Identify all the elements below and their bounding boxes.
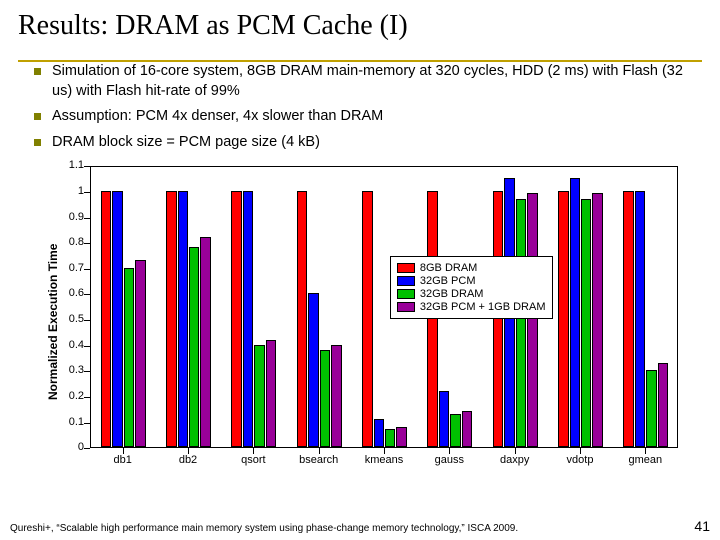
x-tick-label: kmeans [365, 454, 404, 466]
legend-swatch [397, 276, 415, 286]
y-tick-label: 0.2 [56, 390, 84, 402]
list-item: Simulation of 16-core system, 8GB DRAM m… [52, 62, 694, 101]
legend: 8GB DRAM32GB PCM32GB DRAM32GB PCM + 1GB … [390, 256, 553, 319]
y-tick [84, 218, 90, 219]
bar [385, 429, 395, 447]
bar [374, 419, 384, 447]
bar [331, 345, 341, 448]
bar [396, 427, 406, 448]
legend-label: 32GB DRAM [420, 288, 484, 300]
x-tick-label: db1 [113, 454, 131, 466]
y-tick-label: 0 [56, 441, 84, 453]
bar [297, 191, 307, 447]
x-tick-label: qsort [241, 454, 265, 466]
legend-label: 32GB PCM [420, 275, 476, 287]
y-tick-label: 0.8 [56, 236, 84, 248]
bar [570, 178, 580, 447]
page-number: 41 [694, 518, 710, 534]
y-tick-label: 1 [56, 185, 84, 197]
bar [124, 268, 134, 447]
bar [527, 193, 537, 447]
y-tick-label: 1.1 [56, 159, 84, 171]
legend-item: 8GB DRAM [397, 262, 546, 274]
bar-chart: Normalized Execution Time00.10.20.30.40.… [32, 160, 688, 472]
bar [254, 345, 264, 448]
bar [266, 340, 276, 448]
y-tick [84, 269, 90, 270]
bar [635, 191, 645, 447]
bar [362, 191, 372, 447]
bar [581, 199, 591, 448]
y-tick [84, 423, 90, 424]
bar [308, 293, 318, 447]
y-tick [84, 243, 90, 244]
y-tick [84, 371, 90, 372]
y-tick-label: 0.3 [56, 364, 84, 376]
y-tick-label: 0.9 [56, 211, 84, 223]
y-tick-label: 0.1 [56, 416, 84, 428]
legend-swatch [397, 302, 415, 312]
list-item: Assumption: PCM 4x denser, 4x slower tha… [52, 107, 694, 127]
y-tick-label: 0.6 [56, 287, 84, 299]
bar [112, 191, 122, 447]
legend-item: 32GB DRAM [397, 288, 546, 300]
legend-label: 32GB PCM + 1GB DRAM [420, 301, 546, 313]
plot-area [90, 166, 678, 448]
legend-label: 8GB DRAM [420, 262, 477, 274]
bar [462, 411, 472, 447]
y-tick [84, 346, 90, 347]
y-tick [84, 448, 90, 449]
y-tick-label: 0.7 [56, 262, 84, 274]
bar [200, 237, 210, 447]
bar [516, 199, 526, 448]
y-tick [84, 192, 90, 193]
bar [189, 247, 199, 447]
bar [101, 191, 111, 447]
y-tick [84, 294, 90, 295]
bar [178, 191, 188, 447]
page-title: Results: DRAM as PCM Cache (I) [18, 10, 702, 46]
bar [231, 191, 241, 447]
bullet-list: Simulation of 16-core system, 8GB DRAM m… [18, 62, 702, 152]
bar [243, 191, 253, 447]
legend-item: 32GB PCM [397, 275, 546, 287]
y-tick-label: 0.5 [56, 313, 84, 325]
bar [558, 191, 568, 447]
bar [592, 193, 602, 447]
y-tick [84, 166, 90, 167]
chart-container: Normalized Execution Time00.10.20.30.40.… [32, 160, 688, 472]
x-tick-label: gauss [435, 454, 464, 466]
x-tick-label: db2 [179, 454, 197, 466]
citation-text: Qureshi+, “Scalable high performance mai… [10, 523, 518, 534]
bar [135, 260, 145, 447]
legend-item: 32GB PCM + 1GB DRAM [397, 301, 546, 313]
bar [450, 414, 460, 447]
x-tick-label: bsearch [299, 454, 338, 466]
list-item: DRAM block size = PCM page size (4 kB) [52, 133, 694, 153]
bar [646, 370, 656, 447]
y-tick [84, 320, 90, 321]
bar [623, 191, 633, 447]
bar [658, 363, 668, 448]
y-tick-label: 0.4 [56, 339, 84, 351]
footer: Qureshi+, “Scalable high performance mai… [10, 518, 710, 534]
legend-swatch [397, 289, 415, 299]
x-tick-label: vdotp [567, 454, 594, 466]
legend-swatch [397, 263, 415, 273]
bar [439, 391, 449, 447]
bar [166, 191, 176, 447]
y-tick [84, 397, 90, 398]
x-tick-label: gmean [629, 454, 663, 466]
bar [320, 350, 330, 447]
x-tick-label: daxpy [500, 454, 529, 466]
